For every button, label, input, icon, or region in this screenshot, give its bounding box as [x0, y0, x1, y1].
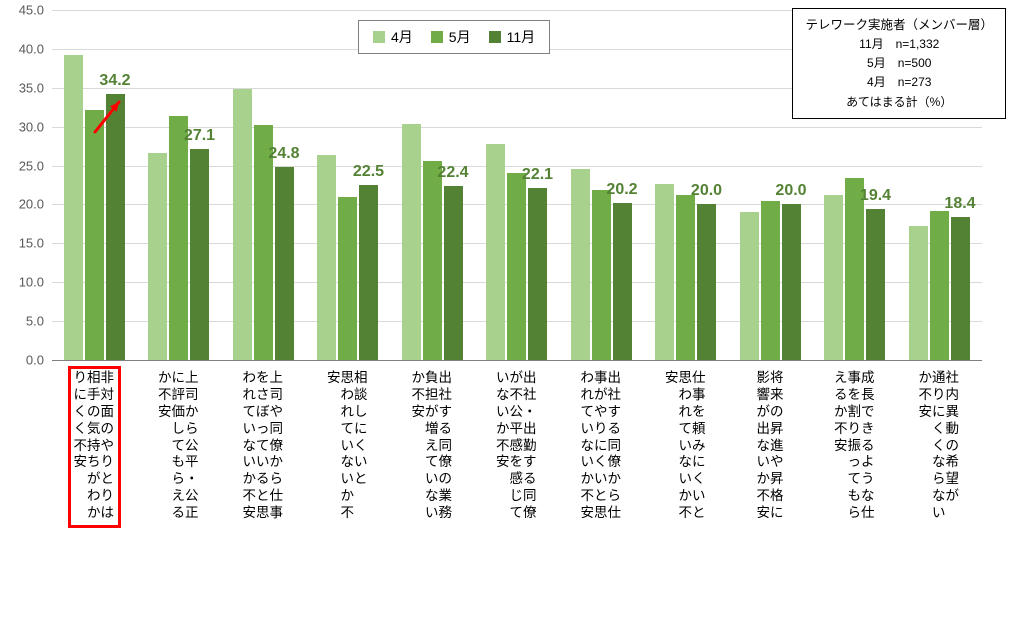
- bar: [592, 190, 611, 360]
- bar: [402, 124, 421, 360]
- ytick-label: 25.0: [19, 158, 52, 173]
- value-label: 18.4: [944, 195, 975, 213]
- bar: [782, 204, 801, 360]
- bar-group: [402, 10, 463, 360]
- ytick-label: 20.0: [19, 197, 52, 212]
- legend: 4月 5月 11月: [358, 20, 550, 54]
- bar: [655, 184, 674, 360]
- value-label: 22.4: [437, 164, 468, 182]
- value-label: 27.1: [184, 127, 215, 145]
- bar: [528, 188, 547, 360]
- bar: [866, 209, 885, 360]
- bar-group: [148, 10, 209, 360]
- bar: [507, 173, 526, 360]
- ytick-label: 5.0: [26, 314, 52, 329]
- bar-group: [486, 10, 547, 360]
- bar: [64, 55, 83, 360]
- xlabel: われていないか不安事がやりにくいと思出社する同僚から仕: [581, 370, 622, 522]
- legend-label: 11月: [507, 27, 536, 47]
- highlight-arrow: [85, 92, 139, 152]
- info-line: あてはまる計（%）: [805, 93, 993, 112]
- bar: [909, 226, 928, 360]
- xlabel: 安思われていないか不相談しにくいと: [327, 370, 368, 522]
- ytick-label: 15.0: [19, 236, 52, 251]
- value-label: 22.5: [353, 163, 384, 181]
- bar: [740, 212, 759, 360]
- ytick-label: 45.0: [19, 3, 52, 18]
- bar-chart: 0.0 5.0 10.0 15.0 20.0 25.0 30.0 35.0 40.0 45.0 3…: [0, 0, 1018, 620]
- bar: [317, 155, 336, 360]
- bar: [486, 144, 505, 360]
- xlabel: か不安負担が増えていない出社する同僚の業務: [412, 370, 453, 522]
- xlabel: か不安通りにくくならない社内異動の希望が: [919, 370, 960, 522]
- ytick-label: 40.0: [19, 41, 52, 56]
- value-label: 22.1: [522, 166, 553, 184]
- ytick-label: 10.0: [19, 275, 52, 290]
- bar: [676, 195, 695, 360]
- info-line: 5月 n=500: [805, 54, 993, 73]
- bar-group: [64, 10, 125, 360]
- bar: [423, 161, 442, 360]
- bar: [571, 169, 590, 360]
- ytick-label: 30.0: [19, 119, 52, 134]
- highlight-box: [68, 366, 121, 528]
- bar: [275, 167, 294, 360]
- bar: [233, 89, 252, 360]
- legend-swatch: [431, 31, 443, 43]
- ytick-label: 35.0: [19, 80, 52, 95]
- bar: [697, 204, 716, 360]
- legend-label: 5月: [449, 27, 471, 47]
- bar: [845, 178, 864, 360]
- legend-swatch: [373, 31, 385, 43]
- xlabel: 安思われていないか不仕事を頼みにくいと: [665, 370, 706, 522]
- bar: [148, 153, 167, 360]
- value-label: 34.2: [99, 72, 130, 90]
- xlabel: か不安に評価してもらえる上司から公平・公正: [158, 370, 199, 522]
- xlabel: いないか不安が不公平感を感じて出社・出勤する同僚: [496, 370, 537, 522]
- bar: [338, 197, 357, 360]
- legend-item-may: 5月: [431, 27, 471, 47]
- info-header: テレワーク実施者（メンバー層）: [805, 15, 993, 35]
- value-label: 19.4: [860, 187, 891, 205]
- bar: [359, 185, 378, 360]
- value-label: 24.8: [268, 145, 299, 163]
- xlabel: 影響が出ないか不安将来の昇進や昇格に: [757, 370, 784, 522]
- bar: [930, 211, 949, 360]
- bar: [169, 116, 188, 360]
- info-box: テレワーク実施者（メンバー層） 11月 n=1,332 5月 n=500 4月 …: [792, 8, 1006, 119]
- value-label: 20.2: [606, 181, 637, 199]
- bar-group: [233, 10, 294, 360]
- value-label: 20.0: [775, 182, 806, 200]
- bar-group: [317, 10, 378, 360]
- xlabel: われていないか不安をさぼっていると思上司や同僚から仕事: [243, 370, 284, 522]
- info-line: 11月 n=1,332: [805, 35, 993, 54]
- xlabel: えるか不安事を割り振ってもら成長できるような仕: [834, 370, 875, 522]
- bar: [951, 217, 970, 360]
- bar: [613, 203, 632, 360]
- bar: [824, 195, 843, 360]
- bar: [190, 149, 209, 360]
- legend-label: 4月: [391, 27, 413, 47]
- info-line: 4月 n=273: [805, 73, 993, 92]
- bar: [761, 201, 780, 360]
- value-label: 20.0: [691, 182, 722, 200]
- bar: [444, 186, 463, 360]
- ytick-label: 0.0: [26, 353, 52, 368]
- legend-item-nov: 11月: [489, 27, 536, 47]
- legend-item-apr: 4月: [373, 27, 413, 47]
- legend-swatch: [489, 31, 501, 43]
